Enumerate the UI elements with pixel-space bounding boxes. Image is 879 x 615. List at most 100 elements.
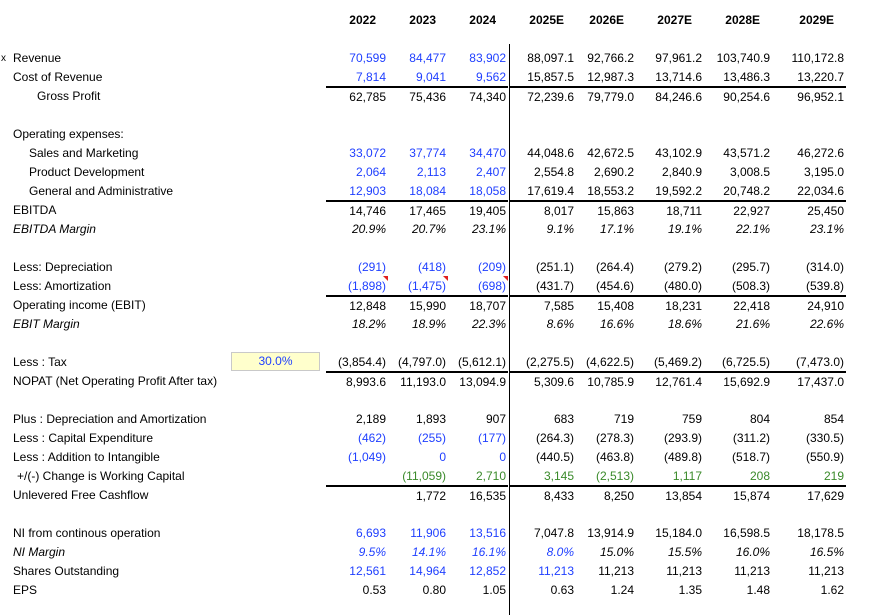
row-label[interactable]: EPS — [13, 583, 38, 597]
table-cell[interactable]: 22.3% — [471, 317, 506, 331]
row-label[interactable]: Less : Capital Expenditure — [13, 431, 154, 445]
table-cell[interactable]: (3,854.4) — [326, 353, 388, 372]
table-cell[interactable]: 22,927 — [704, 201, 772, 220]
table-cell[interactable]: 18,553.2 — [576, 182, 636, 201]
table-cell[interactable]: 8,993.6 — [326, 372, 388, 391]
table-cell[interactable]: (279.2) — [663, 260, 702, 274]
table-cell[interactable]: 25,450 — [772, 201, 846, 220]
comment-indicator-icon[interactable] — [383, 276, 388, 281]
table-cell[interactable]: 17.1% — [599, 222, 634, 236]
row-label[interactable]: Plus : Depreciation and Amortization — [13, 412, 207, 426]
table-cell[interactable]: 7,585 — [510, 296, 576, 315]
row-label[interactable]: Operating expenses: — [13, 127, 124, 141]
table-cell[interactable]: 11,193.0 — [388, 372, 448, 391]
table-cell[interactable]: 8,250 — [576, 486, 636, 505]
year-header[interactable]: 2024 — [469, 13, 496, 27]
tax-rate-input[interactable]: 30.0% — [231, 352, 320, 371]
table-cell[interactable]: 12,561 — [349, 564, 386, 578]
table-cell[interactable]: (480.0) — [636, 277, 704, 296]
table-cell[interactable]: 2,189 — [355, 412, 386, 426]
table-cell[interactable]: (7,473.0) — [772, 353, 846, 372]
table-cell[interactable]: 44,048.6 — [527, 146, 574, 160]
table-cell[interactable]: 15.5% — [667, 545, 702, 559]
table-cell[interactable]: 75,436 — [388, 87, 448, 106]
table-cell[interactable]: 15.0% — [599, 545, 634, 559]
table-cell[interactable]: 804 — [749, 412, 770, 426]
table-cell[interactable]: 1,117 — [636, 467, 704, 486]
table-cell[interactable]: 11,906 — [410, 526, 446, 540]
table-cell[interactable]: 219 — [772, 467, 846, 486]
table-cell[interactable]: 683 — [553, 412, 574, 426]
table-cell[interactable]: 33,072 — [349, 146, 386, 160]
table-cell[interactable]: 0 — [499, 450, 506, 464]
table-cell[interactable]: (311.2) — [732, 431, 770, 445]
table-cell[interactable]: (508.3) — [704, 277, 772, 296]
table-cell[interactable]: 15,857.5 — [510, 68, 576, 87]
table-cell[interactable]: 18.2% — [351, 317, 386, 331]
table-cell[interactable]: 13,220.7 — [772, 68, 846, 87]
table-cell[interactable]: 23.1% — [471, 222, 506, 236]
table-cell[interactable]: 72,239.6 — [510, 87, 576, 106]
table-cell[interactable]: (462) — [357, 431, 386, 445]
year-header[interactable]: 2029E — [799, 13, 834, 27]
table-cell[interactable]: 96,952.1 — [772, 87, 846, 106]
row-label[interactable]: Unlevered Free Cashflow — [13, 488, 149, 502]
table-cell[interactable]: 12,903 — [326, 182, 388, 201]
table-cell[interactable]: 15,874 — [704, 486, 772, 505]
table-cell[interactable]: 16,598.5 — [723, 526, 770, 540]
table-cell[interactable]: 15,863 — [576, 201, 636, 220]
table-cell[interactable]: 18,711 — [636, 201, 704, 220]
table-cell[interactable]: (251.1) — [535, 260, 574, 274]
table-cell[interactable]: 20.9% — [351, 222, 386, 236]
table-cell[interactable]: 13,094.9 — [448, 372, 508, 391]
table-cell[interactable] — [326, 467, 388, 486]
table-cell[interactable]: 719 — [613, 412, 634, 426]
table-cell[interactable]: 22,418 — [704, 296, 772, 315]
table-cell[interactable]: 11,213 — [666, 564, 702, 578]
table-cell[interactable]: (5,469.2) — [636, 353, 704, 372]
table-cell[interactable]: 19.1% — [667, 222, 702, 236]
table-cell[interactable]: 15,692.9 — [704, 372, 772, 391]
table-cell[interactable]: (2,513) — [576, 467, 636, 486]
table-cell[interactable]: (1,049) — [347, 450, 386, 464]
table-cell[interactable]: 84,477 — [409, 51, 446, 65]
table-cell[interactable]: 9,041 — [388, 68, 448, 87]
table-cell[interactable]: 18,707 — [448, 296, 508, 315]
table-cell[interactable]: (1,475) — [388, 277, 448, 296]
table-cell[interactable]: 1,893 — [415, 412, 446, 426]
row-label[interactable]: Sales and Marketing — [29, 146, 139, 160]
table-cell[interactable]: 16.5% — [809, 545, 844, 559]
table-cell[interactable]: 759 — [681, 412, 702, 426]
table-cell[interactable]: 11,213 — [808, 564, 844, 578]
table-cell[interactable]: 88,097.1 — [527, 51, 574, 65]
row-label[interactable]: Less : Tax — [13, 355, 67, 369]
table-cell[interactable]: 14.1% — [411, 545, 446, 559]
table-cell[interactable]: (698) — [448, 277, 508, 296]
table-cell[interactable]: 1,772 — [388, 486, 448, 505]
table-cell[interactable]: 9.5% — [358, 545, 386, 559]
table-cell[interactable]: (177) — [477, 431, 506, 445]
table-cell[interactable]: 2,690.2 — [593, 165, 634, 179]
table-cell[interactable]: 3,195.0 — [803, 165, 844, 179]
table-cell[interactable]: 2,710 — [448, 467, 508, 486]
table-cell[interactable]: 12,852 — [469, 564, 506, 578]
table-cell[interactable]: 1.62 — [820, 583, 844, 597]
table-cell[interactable]: 21.6% — [735, 317, 770, 331]
comment-indicator-icon[interactable] — [443, 276, 448, 281]
table-cell[interactable]: 11,213 — [538, 564, 574, 578]
table-cell[interactable]: 8,017 — [510, 201, 576, 220]
table-cell[interactable]: 79,779.0 — [576, 87, 636, 106]
table-cell[interactable]: 11,213 — [734, 564, 770, 578]
table-cell[interactable]: 18.9% — [411, 317, 446, 331]
table-cell[interactable]: 13,516 — [469, 526, 506, 540]
table-cell[interactable]: 15,990 — [388, 296, 448, 315]
row-label[interactable]: Shares Outstanding — [13, 564, 120, 578]
table-cell[interactable]: (264.4) — [595, 260, 634, 274]
table-cell[interactable]: 0.53 — [362, 583, 386, 597]
row-label[interactable]: +/(-) Change is Working Capital — [17, 469, 185, 483]
table-cell[interactable]: 2,113 — [416, 165, 446, 179]
table-cell[interactable]: 22.1% — [735, 222, 770, 236]
table-cell[interactable]: 110,172.8 — [791, 51, 845, 65]
table-cell[interactable]: 18,231 — [636, 296, 704, 315]
table-cell[interactable]: 22.6% — [809, 317, 844, 331]
